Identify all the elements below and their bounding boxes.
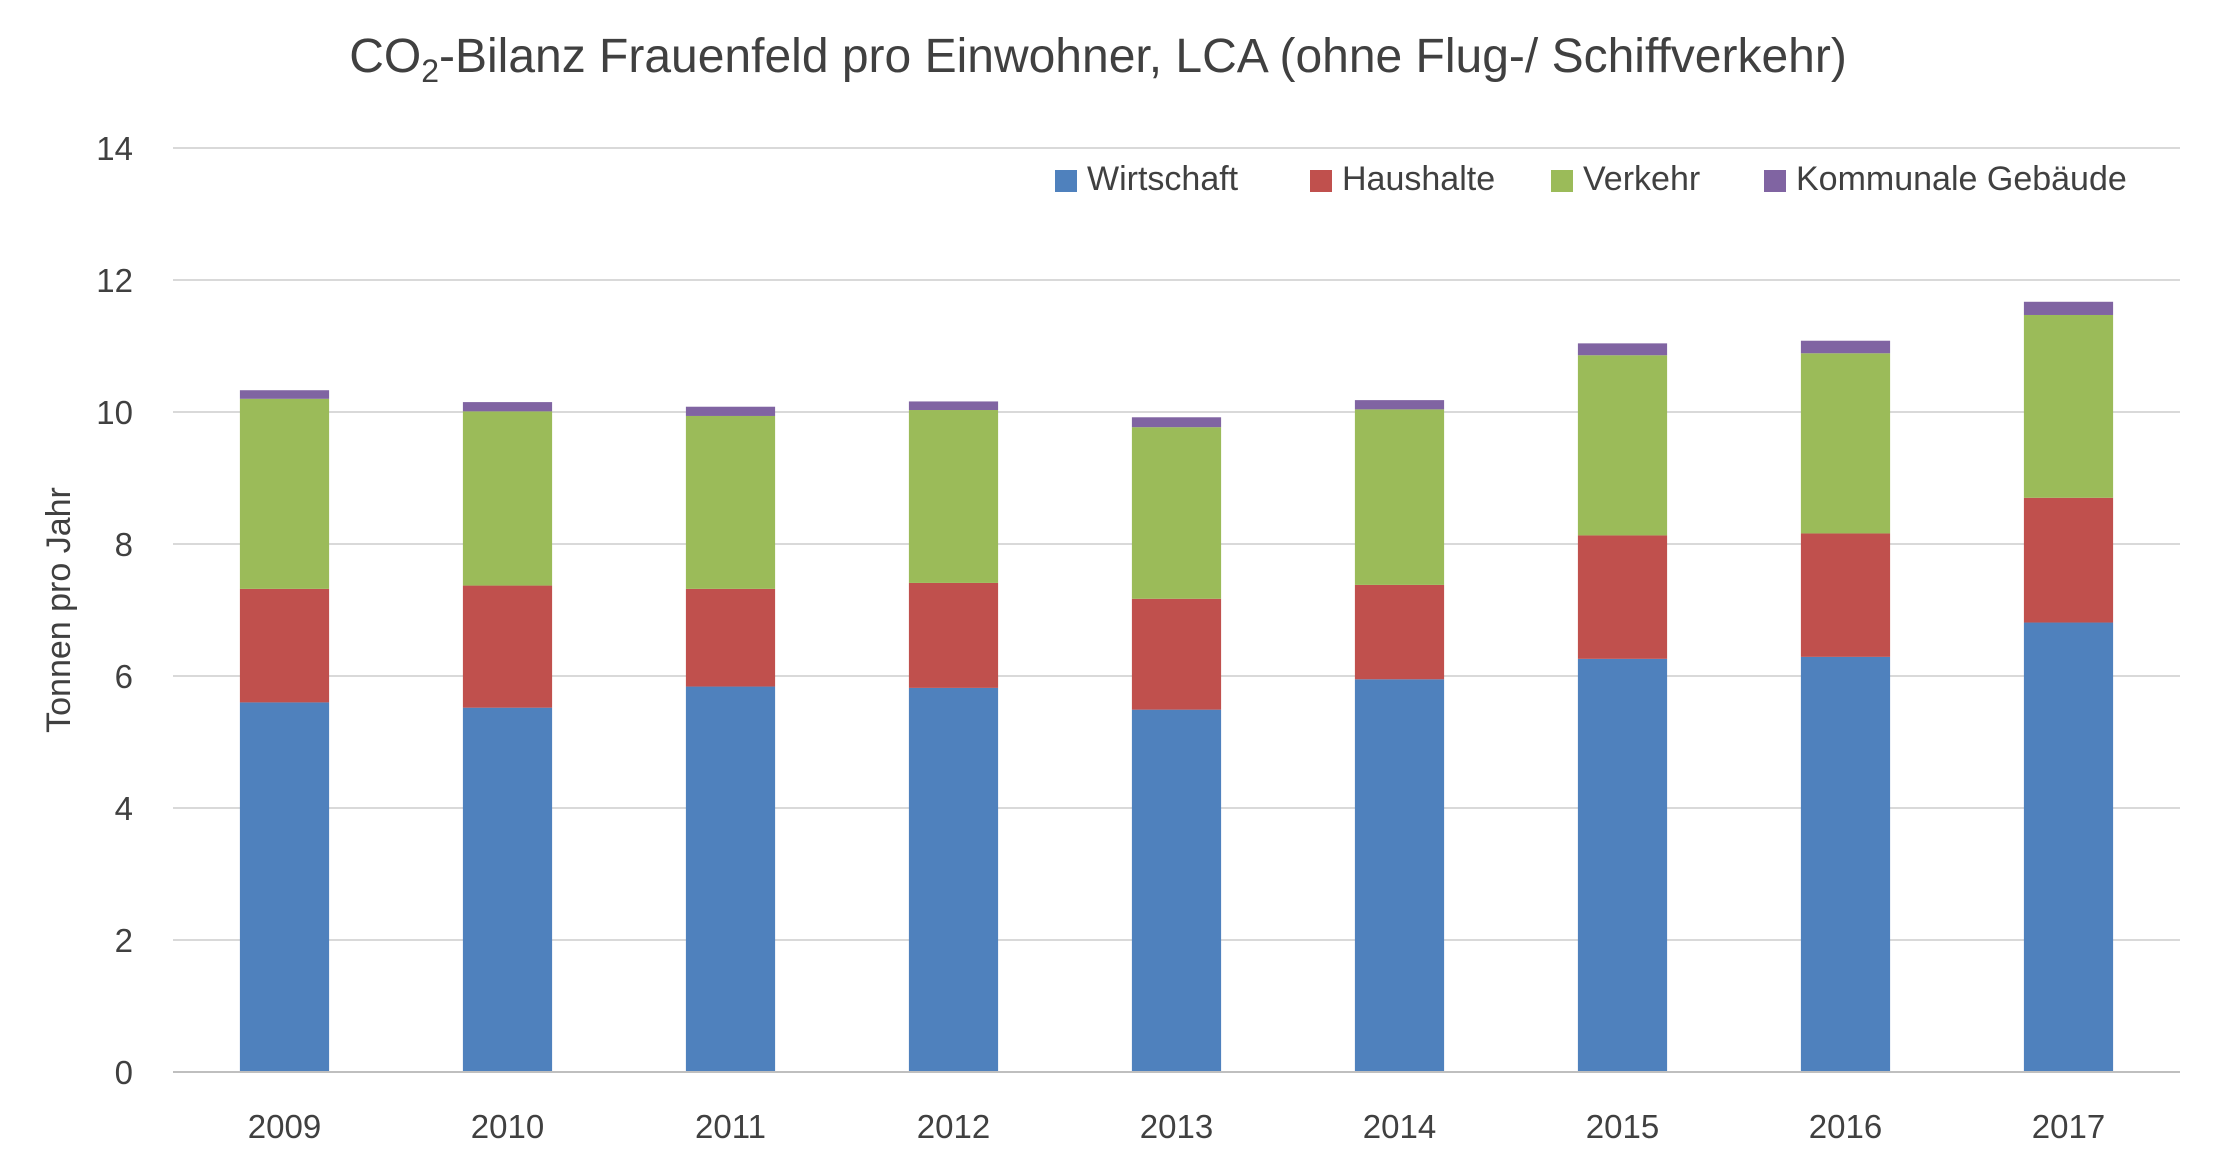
bar-segment-haushalte-2012 [908, 582, 999, 688]
x-tick-label: 2011 [695, 1108, 766, 1145]
x-tick-label: 2017 [2032, 1108, 2105, 1145]
legend-item: Wirtschaft [1055, 160, 1239, 198]
legend-swatch [1055, 170, 1077, 192]
bar-segment-wirtschaft-2010 [462, 707, 553, 1072]
bar-segment-kommunale-geb-ude-2016 [1800, 340, 1891, 354]
bar-segment-wirtschaft-2017 [2023, 622, 2114, 1072]
x-tick-label: 2009 [248, 1108, 321, 1145]
bar-segment-haushalte-2014 [1354, 584, 1445, 680]
bar-segment-verkehr-2015 [1577, 355, 1668, 536]
axes: 0 2 4 6 8 10 12 14 2009 2010 2011 2012 2013 2014 2015 2… [96, 130, 2180, 1145]
y-tick-label: 8 [115, 526, 133, 563]
x-tick-label: 2013 [1140, 1108, 1213, 1145]
legend-label: Haushalte [1342, 160, 1495, 198]
y-tick-label: 12 [96, 262, 133, 299]
y-tick-label: 2 [115, 922, 133, 959]
legend-item: Haushalte [1310, 160, 1495, 198]
bar-segment-kommunale-geb-ude-2013 [1131, 417, 1222, 428]
bars [239, 301, 2114, 1072]
bar-segment-kommunale-geb-ude-2014 [1354, 400, 1445, 410]
bar-segment-haushalte-2011 [685, 588, 776, 687]
x-tick-label: 2014 [1363, 1108, 1436, 1145]
y-tick-label: 4 [115, 790, 133, 827]
bar-segment-kommunale-geb-ude-2011 [685, 406, 776, 416]
legend-label: Verkehr [1583, 160, 1700, 198]
chart-title-subscript: 2 [421, 53, 439, 89]
bar-segment-haushalte-2015 [1577, 535, 1668, 659]
bar-segment-kommunale-geb-ude-2009 [239, 390, 330, 399]
bar-segment-kommunale-geb-ude-2012 [908, 401, 999, 411]
bar-segment-haushalte-2016 [1800, 533, 1891, 657]
y-tick-label: 0 [115, 1054, 133, 1091]
bar-segment-verkehr-2014 [1354, 409, 1445, 585]
y-tick-label: 14 [96, 130, 133, 167]
bar-segment-wirtschaft-2011 [685, 686, 776, 1072]
x-tick-label: 2016 [1809, 1108, 1882, 1145]
y-tick-label: 10 [96, 394, 133, 431]
bar-segment-verkehr-2017 [2023, 314, 2114, 498]
chart-title-rest: -Bilanz Frauenfeld pro Einwohner, LCA (o… [439, 30, 1847, 83]
bar-segment-verkehr-2011 [685, 415, 776, 589]
bar-segment-haushalte-2009 [239, 588, 330, 703]
bar-segment-verkehr-2016 [1800, 353, 1891, 534]
bar-segment-haushalte-2010 [462, 585, 553, 708]
bar-segment-verkehr-2010 [462, 411, 553, 586]
x-tick-label: 2015 [1586, 1108, 1659, 1145]
bar-segment-kommunale-geb-ude-2010 [462, 402, 553, 412]
bar-segment-wirtschaft-2014 [1354, 679, 1445, 1072]
bar-segment-verkehr-2012 [908, 410, 999, 583]
y-tick-label: 6 [115, 658, 133, 695]
bar-segment-kommunale-geb-ude-2015 [1577, 343, 1668, 356]
bar-segment-wirtschaft-2013 [1131, 709, 1222, 1072]
chart-title-main: CO [349, 30, 421, 83]
x-tick-label: 2010 [471, 1108, 544, 1145]
legend-item: Verkehr [1551, 160, 1700, 198]
legend-label: Wirtschaft [1087, 160, 1239, 198]
legend: Wirtschaft Haushalte Verkehr Kommunale Gebä… [1055, 160, 2127, 198]
y-axis-label: Tonnen pro Jahr [40, 487, 78, 733]
legend-swatch [1310, 170, 1332, 192]
x-tick-label: 2012 [917, 1108, 990, 1145]
bar-segment-wirtschaft-2012 [908, 687, 999, 1072]
bar-segment-verkehr-2013 [1131, 427, 1222, 599]
legend-swatch [1551, 170, 1573, 192]
bar-segment-wirtschaft-2016 [1800, 656, 1891, 1072]
bar-segment-haushalte-2013 [1131, 598, 1222, 710]
bar-segment-wirtschaft-2015 [1577, 658, 1668, 1072]
bar-segment-verkehr-2009 [239, 398, 330, 589]
legend-swatch [1764, 170, 1786, 192]
bar-segment-haushalte-2017 [2023, 497, 2114, 623]
bar-segment-kommunale-geb-ude-2017 [2023, 301, 2114, 315]
legend-label: Kommunale Gebäude [1796, 160, 2127, 198]
bar-segment-wirtschaft-2009 [239, 702, 330, 1072]
legend-item: Kommunale Gebäude [1764, 160, 2127, 198]
chart-title: CO2-Bilanz Frauenfeld pro Einwohner, LCA… [349, 30, 1847, 89]
